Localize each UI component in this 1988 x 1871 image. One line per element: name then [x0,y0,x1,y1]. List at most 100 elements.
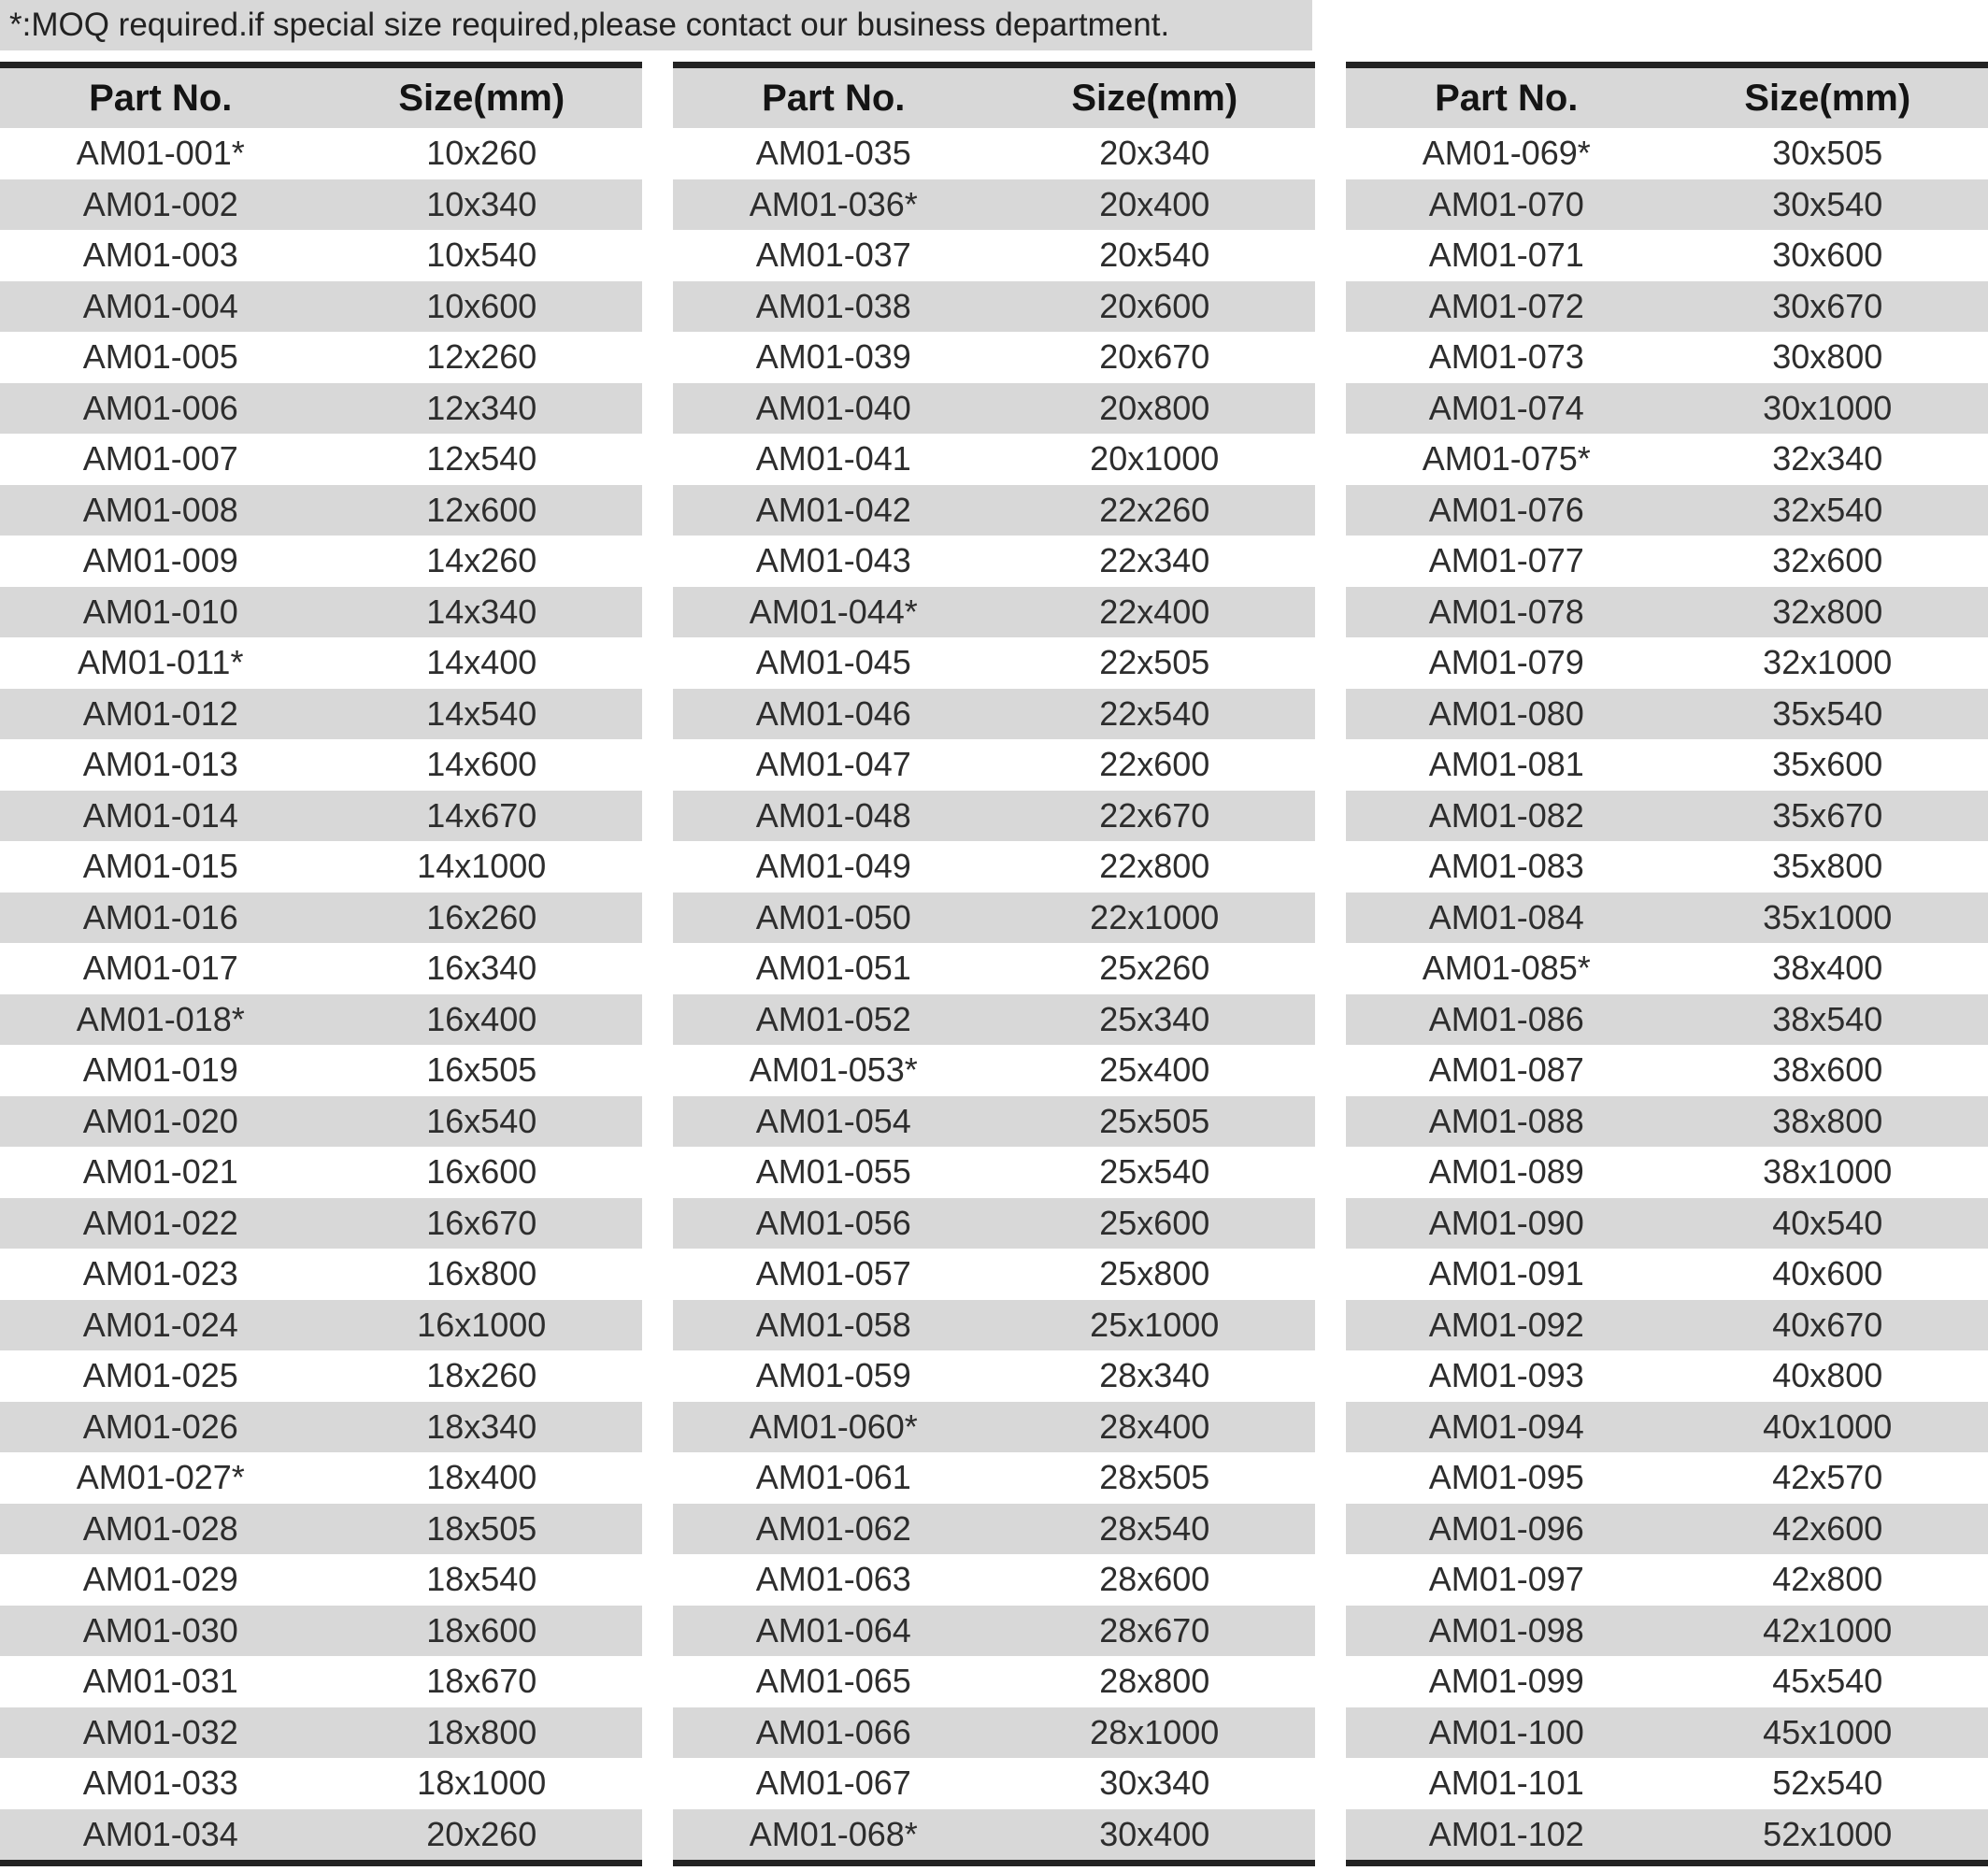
part-no-cell: AM01-073 [1428,337,1584,377]
size-value-cell: 20x1000 [1090,439,1220,478]
size-value-cell: 28x600 [1099,1560,1210,1599]
table-row: AM01-018* 16x400 [0,993,642,1045]
size-value-cell: 35x540 [1772,693,1883,733]
size-value-cell: 25x340 [1099,999,1210,1038]
table-row: AM01-085* 38x400 [1346,943,1988,994]
size-value-cell: 16x670 [426,1203,537,1242]
table-row: AM01-041 20x1000 [673,434,1315,485]
size-value-cell: 35x1000 [1763,897,1893,936]
part-no-cell: AM01-097 [1428,1560,1584,1599]
size-value-cell: 14x670 [426,795,537,835]
size-value-cell: 16x505 [426,1050,537,1090]
part-no-cell: AM01-082 [1428,795,1584,835]
size-value-cell: 18x340 [426,1407,537,1446]
size-header: Size(mm) [398,77,565,119]
size-value-cell: 20x260 [426,1814,537,1853]
table-row: AM01-088 38x800 [1346,1095,1988,1147]
part-no-cell: AM01-064 [755,1610,911,1650]
table-row: AM01-027* 18x400 [0,1452,642,1504]
part-no-cell: AM01-071 [1428,236,1584,275]
part-no-cell: AM01-077 [1428,541,1584,580]
part-no-cell: AM01-006 [82,388,238,427]
part-no-cell: AM01-051 [755,949,911,988]
table-row: AM01-093 40x800 [1346,1350,1988,1402]
size-value-cell: 22x260 [1099,490,1210,529]
part-no-cell: AM01-011* [78,643,244,682]
table-row: AM01-026 18x340 [0,1401,642,1452]
part-no-cell: AM01-102 [1428,1814,1584,1853]
table-row: AM01-060* 28x400 [673,1401,1315,1452]
size-value-cell: 20x540 [1099,236,1210,275]
part-no-cell: AM01-016 [82,897,238,936]
size-value-cell: 38x800 [1772,1101,1883,1140]
size-value-cell: 32x340 [1772,439,1883,478]
table-row: AM01-066 28x1000 [673,1707,1315,1758]
table-row: AM01-069* 30x505 [1346,128,1988,179]
table-row: AM01-080 35x540 [1346,688,1988,739]
table-row: AM01-045 22x505 [673,637,1315,689]
table-row: AM01-031 18x670 [0,1656,642,1707]
part-no-cell: AM01-095 [1428,1458,1584,1497]
table-row: AM01-099 45x540 [1346,1656,1988,1707]
size-value-cell: 28x670 [1099,1610,1210,1650]
size-value-cell: 18x260 [426,1356,537,1395]
table-row: AM01-096 42x600 [1346,1503,1988,1554]
table-row: AM01-025 18x260 [0,1350,642,1402]
part-no-cell: AM01-072 [1428,286,1584,325]
size-header: Size(mm) [1071,77,1238,119]
table-row: AM01-039 20x670 [673,332,1315,383]
table-row: AM01-049 22x800 [673,841,1315,893]
table-row: AM01-100 45x1000 [1346,1707,1988,1758]
size-value-cell: 18x800 [426,1712,537,1751]
size-value-cell: 25x600 [1099,1203,1210,1242]
size-value-cell: 12x540 [426,439,537,478]
table-row: AM01-052 25x340 [673,993,1315,1045]
size-value-cell: 30x340 [1099,1764,1210,1803]
table-row: AM01-095 42x570 [1346,1452,1988,1504]
part-no-cell: AM01-005 [82,337,238,377]
table-row: AM01-061 28x505 [673,1452,1315,1504]
part-no-cell: AM01-012 [82,693,238,733]
table-row: AM01-098 42x1000 [1346,1605,1988,1656]
size-value-cell: 20x600 [1099,286,1210,325]
part-no-cell: AM01-066 [755,1712,911,1751]
part-no-cell: AM01-021 [82,1152,238,1192]
table-row: AM01-078 32x800 [1346,586,1988,637]
part-no-cell: AM01-052 [755,999,911,1038]
part-no-cell: AM01-058 [755,1305,911,1344]
table-header-row: Part No. Size(mm) [673,68,1315,128]
table-row: AM01-019 16x505 [0,1045,642,1096]
part-no-cell: AM01-089 [1428,1152,1584,1192]
size-value-cell: 16x800 [426,1254,537,1293]
table-row: AM01-015 14x1000 [0,841,642,893]
size-value-cell: 40x600 [1772,1254,1883,1293]
table-row: AM01-089 38x1000 [1346,1147,1988,1198]
part-no-cell: AM01-056 [755,1203,911,1242]
part-no-cell: AM01-086 [1428,999,1584,1038]
part-no-cell: AM01-029 [82,1560,238,1599]
table-row: AM01-058 25x1000 [673,1299,1315,1350]
size-value-cell: 28x540 [1099,1508,1210,1548]
part-no-cell: AM01-050 [755,897,911,936]
part-no-cell: AM01-076 [1428,490,1584,529]
part-no-cell: AM01-041 [755,439,911,478]
size-value-cell: 32x1000 [1763,643,1893,682]
part-no-cell: AM01-036* [749,184,918,223]
part-no-cell: AM01-046 [755,693,911,733]
part-no-cell: AM01-053* [749,1050,918,1090]
size-value-cell: 35x600 [1772,745,1883,784]
size-value-cell: 22x600 [1099,745,1210,784]
table-row: AM01-020 16x540 [0,1095,642,1147]
table-row: AM01-090 40x540 [1346,1197,1988,1249]
table-row: AM01-035 20x340 [673,128,1315,179]
part-no-cell: AM01-067 [755,1764,911,1803]
part-no-cell: AM01-063 [755,1560,911,1599]
table-row: AM01-087 38x600 [1346,1045,1988,1096]
size-header: Size(mm) [1744,77,1911,119]
part-no-cell: AM01-098 [1428,1610,1584,1650]
table-row: AM01-071 30x600 [1346,230,1988,281]
part-no-cell: AM01-093 [1428,1356,1584,1395]
size-value-cell: 16x400 [426,999,537,1038]
table-row: AM01-048 22x670 [673,790,1315,841]
